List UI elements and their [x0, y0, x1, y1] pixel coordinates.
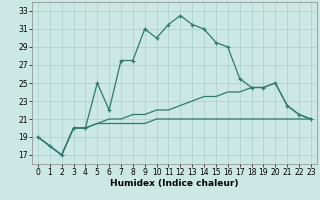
X-axis label: Humidex (Indice chaleur): Humidex (Indice chaleur): [110, 179, 239, 188]
